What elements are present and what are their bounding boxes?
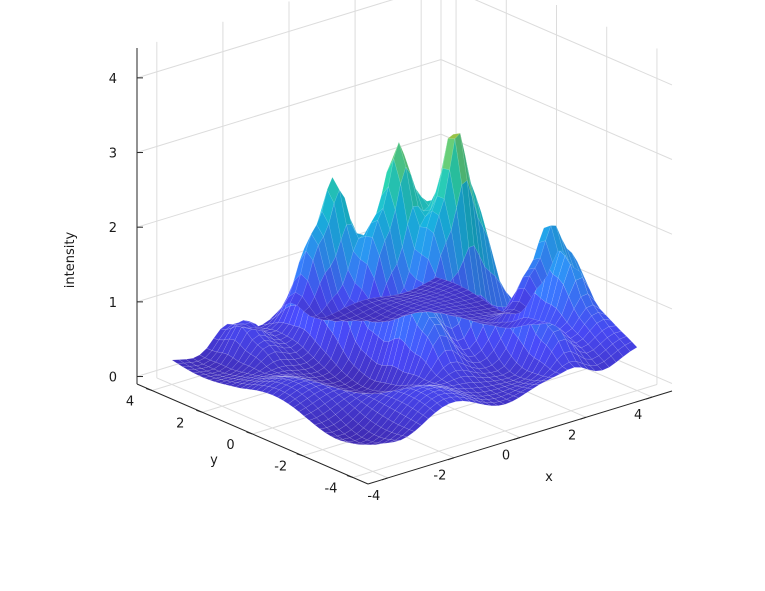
z-axis-label: intensity bbox=[63, 232, 78, 289]
x-tick-label: 2 bbox=[568, 428, 576, 443]
surface-layer bbox=[172, 133, 637, 445]
z-tick-label: 0 bbox=[109, 371, 117, 386]
x-tick-label: -2 bbox=[433, 469, 446, 484]
grid-line bbox=[137, 0, 672, 85]
y-tick-label: 4 bbox=[126, 395, 134, 410]
z-tick-label: 2 bbox=[109, 221, 117, 236]
grid-line bbox=[137, 60, 672, 160]
z-tick-label: 1 bbox=[109, 296, 117, 311]
x-tick-label: -4 bbox=[367, 489, 380, 504]
y-tick-label: -4 bbox=[324, 481, 337, 496]
y-tick-label: 0 bbox=[226, 438, 234, 453]
x-tick bbox=[580, 417, 586, 419]
x-tick-label: 4 bbox=[634, 408, 642, 423]
z-tick-label: 3 bbox=[109, 147, 117, 162]
y-axis-label: y bbox=[210, 453, 218, 468]
z-tick-label: 4 bbox=[109, 72, 117, 87]
x-tick bbox=[382, 478, 388, 480]
x-tick bbox=[646, 397, 652, 399]
x-axis-label: x bbox=[545, 470, 553, 485]
x-tick bbox=[514, 438, 520, 440]
y-tick-label: -2 bbox=[274, 460, 287, 475]
x-tick bbox=[448, 458, 454, 460]
y-tick-label: 2 bbox=[176, 416, 184, 431]
x-tick-label: 0 bbox=[502, 449, 510, 464]
